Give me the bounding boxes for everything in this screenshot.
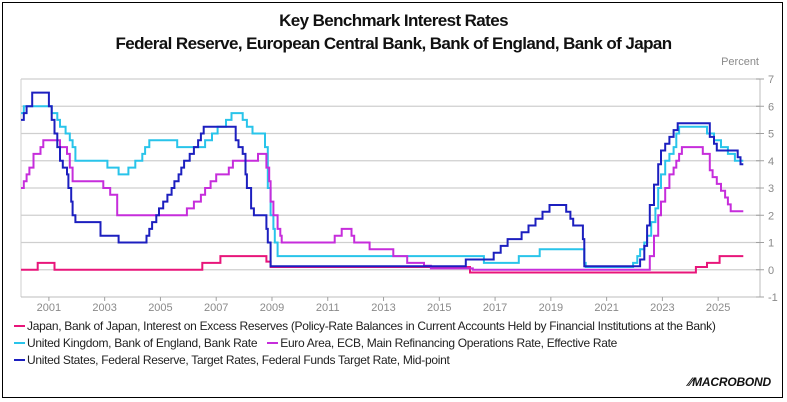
legend-item: United States, Federal Reserve, Target R… (14, 352, 450, 369)
x-tick-label: 2013 (371, 302, 395, 314)
x-tick-label: 2021 (594, 302, 618, 314)
legend-label: Japan, Bank of Japan, Interest on Excess… (27, 319, 716, 333)
x-tick-label: 2001 (37, 302, 61, 314)
x-tick-label: 2009 (260, 302, 284, 314)
x-tick-label: 2023 (650, 302, 674, 314)
series-line-1 (21, 105, 744, 268)
chart-legend: Japan, Bank of Japan, Interest on Excess… (14, 318, 726, 369)
x-tick-label: 2003 (92, 302, 116, 314)
gridlines (21, 78, 760, 271)
chart-frame (2, 2, 783, 398)
x-tick-label: 2007 (204, 302, 228, 314)
legend-swatch (14, 358, 25, 361)
y-tick-label: 6 (768, 101, 774, 113)
legend-row: United States, Federal Reserve, Target R… (14, 352, 726, 369)
y-axis-unit-label: Percent (721, 56, 759, 68)
series-line-3 (21, 91, 744, 268)
series-line-2 (21, 139, 744, 271)
x-tick-label: 2019 (539, 302, 563, 314)
legend-label: United States, Federal Reserve, Target R… (27, 353, 450, 367)
y-tick-label: 2 (768, 210, 774, 222)
x-axis-ticks: 2001 2003 2005 2007 2009 2011 2013 2015 2017 2019… (37, 297, 730, 314)
x-tick-label: 2015 (427, 302, 451, 314)
legend-item: United Kingdom, Bank of England, Bank Ra… (14, 335, 258, 352)
x-tick-label: 2025 (706, 302, 730, 314)
macrobond-logo: ⁄⁄MACROBOND (688, 375, 772, 389)
legend-label: Euro Area, ECB, Main Refinancing Operati… (280, 336, 617, 350)
x-tick-label: 2005 (148, 302, 172, 314)
chart-title: Key Benchmark Interest Rates (279, 11, 508, 30)
legend-label: United Kingdom, Bank of England, Bank Ra… (27, 336, 258, 350)
legend-swatch (267, 341, 279, 344)
y-axis-ticks: -1 0 1 2 3 4 5 6 7 (756, 74, 778, 304)
legend-item: Euro Area, ECB, Main Refinancing Operati… (267, 335, 617, 352)
chart-subtitle: Federal Reserve, European Central Bank, … (115, 34, 673, 53)
x-tick-label: 2011 (316, 302, 340, 314)
y-tick-label: 7 (768, 74, 774, 86)
series-lines (21, 91, 744, 274)
macrobond-logo-mark: ⁄⁄ (688, 375, 693, 389)
y-tick-label: 5 (768, 129, 774, 141)
macrobond-logo-text: MACROBOND (692, 375, 771, 389)
y-tick-label: -1 (768, 292, 778, 304)
y-tick-label: 4 (768, 156, 774, 168)
y-tick-label: 3 (768, 183, 774, 195)
series-line-0 (21, 255, 744, 274)
legend-swatch (14, 324, 25, 327)
legend-item: Japan, Bank of Japan, Interest on Excess… (14, 318, 716, 335)
legend-row: Japan, Bank of Japan, Interest on Excess… (14, 318, 726, 335)
y-tick-label: 0 (768, 265, 774, 277)
x-tick-label: 2017 (483, 302, 507, 314)
y-tick-label: 1 (768, 238, 774, 250)
legend-swatch (14, 341, 25, 344)
legend-row: United Kingdom, Bank of England, Bank Ra… (14, 335, 726, 352)
